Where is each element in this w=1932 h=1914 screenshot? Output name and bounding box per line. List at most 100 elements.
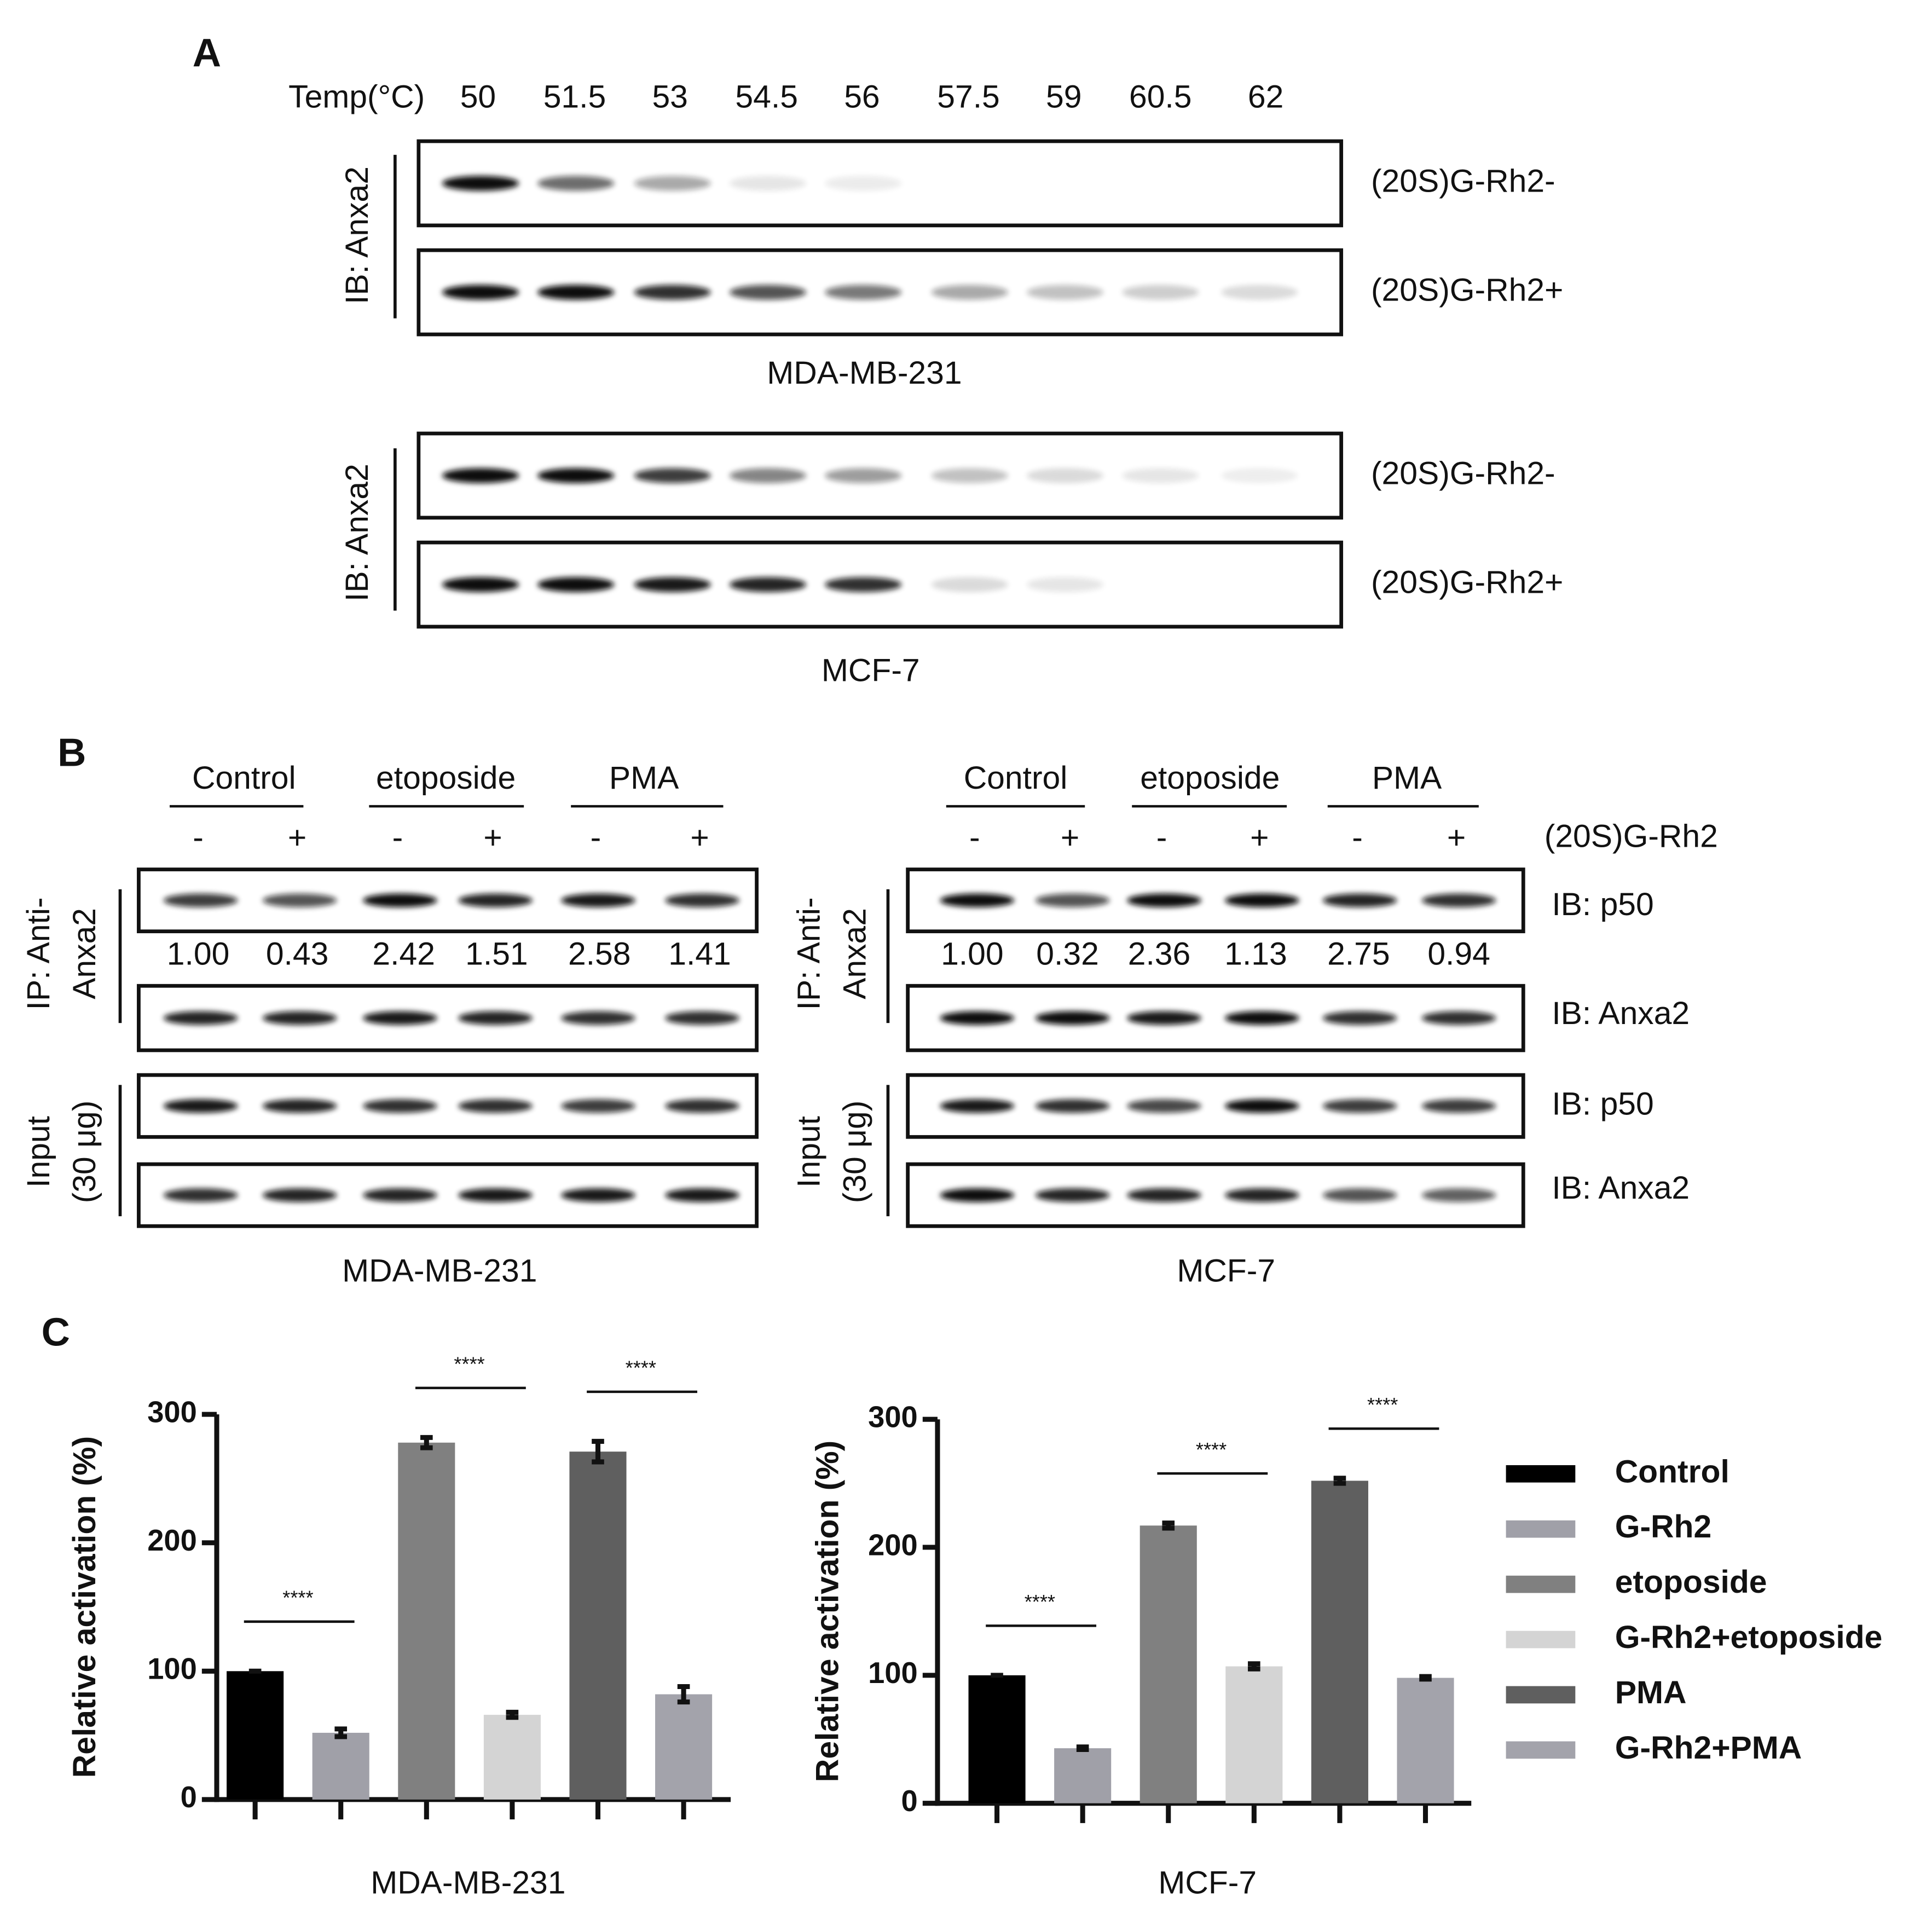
blot-band <box>442 468 519 483</box>
treatment-sign: - <box>969 820 980 855</box>
group-label: PMA <box>609 760 679 796</box>
blot-band <box>1035 1011 1110 1025</box>
blot-band <box>825 285 902 300</box>
bar <box>312 1732 369 1800</box>
temp-value: 62 <box>1248 79 1283 115</box>
blot-band <box>729 285 807 300</box>
input-label: (30 μg) <box>837 1101 872 1204</box>
cell-line: MCF-7 <box>1177 1253 1275 1289</box>
significance-label: **** <box>1025 1591 1055 1613</box>
error-bar <box>1076 1744 1089 1753</box>
temp-value: 56 <box>844 79 880 115</box>
row-label: IB: p50 <box>1552 1086 1653 1121</box>
input-label: (30 μg) <box>67 1101 102 1204</box>
blot-frame <box>137 1162 759 1228</box>
treatment-sign: + <box>1061 820 1079 855</box>
treatment-sign: + <box>288 820 306 855</box>
band-ratio: 2.36 <box>1128 936 1191 972</box>
row-label: IB: Anxa2 <box>1552 996 1690 1031</box>
blot-band <box>1026 468 1104 483</box>
blot-band <box>442 577 519 592</box>
error-bar <box>1419 1674 1432 1682</box>
blot-band <box>1224 1011 1299 1025</box>
blot-band <box>1421 1099 1496 1113</box>
blot-band <box>1224 1099 1299 1113</box>
blot-band <box>634 468 711 483</box>
legend-swatch <box>1506 1630 1576 1649</box>
legend-label: G-Rh2+etoposide <box>1615 1620 1883 1655</box>
treatment-sign: - <box>193 820 204 855</box>
blot-band <box>262 1011 337 1025</box>
group-label: etoposide <box>376 760 516 796</box>
blot-band <box>825 577 902 592</box>
band-ratio: 2.42 <box>372 936 435 972</box>
temp-value: 51.5 <box>543 79 606 115</box>
blot-band <box>537 285 615 300</box>
blot-frame <box>137 984 759 1053</box>
y-tick-label: 0 <box>901 1784 918 1818</box>
error-bar <box>334 1726 348 1739</box>
blot-band <box>1421 1188 1496 1202</box>
band-ratio: 0.32 <box>1036 936 1099 972</box>
blot-band <box>931 577 1008 592</box>
blot-band <box>561 1188 635 1202</box>
blot-band <box>442 285 519 300</box>
band-ratio: 1.00 <box>941 936 1004 972</box>
group-label: Control <box>964 760 1068 796</box>
antibody-label: IB: Anxa2 <box>339 166 375 304</box>
row-label: (20S)G-Rh2+ <box>1371 273 1563 308</box>
blot-band <box>634 176 711 191</box>
y-tick-label: 300 <box>868 1401 918 1434</box>
temp-value: 50 <box>460 79 496 115</box>
blot-band <box>1122 468 1199 483</box>
error-bar <box>1162 1520 1175 1531</box>
x-axis-label: MDA-MB-231 <box>371 1865 565 1901</box>
panel-label: A <box>193 31 221 75</box>
group-label: Control <box>192 760 296 796</box>
blot-band <box>1127 1011 1201 1025</box>
treatment-sign: + <box>1447 820 1466 855</box>
blot-band <box>363 1099 437 1113</box>
treatment-sign: + <box>1250 820 1269 855</box>
blot-band <box>931 285 1008 300</box>
bar <box>1139 1525 1197 1803</box>
blot-band <box>163 1188 238 1202</box>
error-bar <box>420 1435 433 1450</box>
error-bar <box>1248 1661 1260 1672</box>
row-label: (20S)G-Rh2+ <box>1371 565 1563 600</box>
band-ratio: 1.41 <box>668 936 731 972</box>
temp-value: 53 <box>652 79 687 115</box>
blot-band <box>940 893 1015 907</box>
bar <box>398 1442 455 1800</box>
blot-band <box>1221 285 1298 300</box>
treatment-sign: - <box>1352 820 1363 855</box>
blot-band <box>825 468 902 483</box>
blot-band <box>1224 1188 1299 1202</box>
blot-band <box>665 1188 739 1202</box>
band-ratio: 2.75 <box>1327 936 1390 972</box>
blot-band <box>163 1011 238 1025</box>
blot-band <box>940 1011 1015 1025</box>
bar <box>1054 1748 1112 1803</box>
y-tick-label: 200 <box>147 1524 197 1557</box>
significance-label: **** <box>1196 1438 1227 1461</box>
blot-band <box>634 285 711 300</box>
blot-band <box>363 1011 437 1025</box>
bar <box>968 1675 1026 1803</box>
blot-frame <box>137 868 759 934</box>
legend-swatch <box>1506 1465 1576 1483</box>
legend-label: G-Rh2+PMA <box>1615 1730 1802 1766</box>
band-ratio: 1.51 <box>465 936 528 972</box>
blot-band <box>940 1099 1015 1113</box>
blot-band <box>163 1099 238 1113</box>
blot-band <box>1127 1099 1201 1113</box>
blot-band <box>537 468 615 483</box>
cell-line: MDA-MB-231 <box>342 1253 537 1289</box>
blot-band <box>561 893 635 907</box>
legend-label: G-Rh2 <box>1615 1509 1712 1545</box>
cell-line: MCF-7 <box>822 652 920 688</box>
blot-band <box>1421 893 1496 907</box>
blot-band <box>262 1099 337 1113</box>
